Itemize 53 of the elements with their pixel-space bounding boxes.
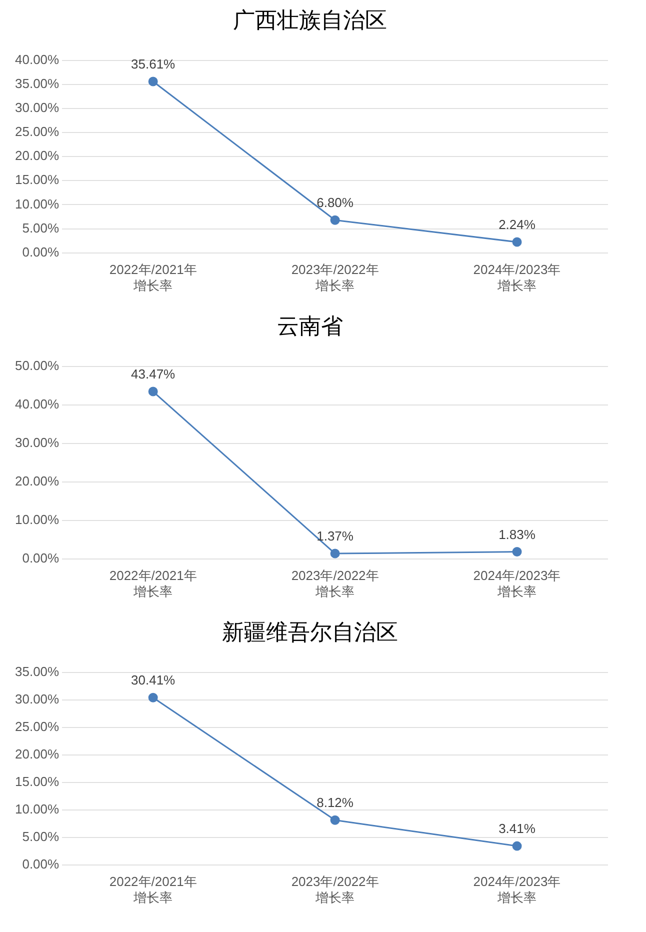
y-tick-label: 10.00% <box>14 196 60 212</box>
y-tick-label: 25.00% <box>14 718 60 734</box>
x-tick-label: 2024年/2023年增长率 <box>473 568 561 599</box>
x-tick-label: 2023年/2022年增长率 <box>291 874 379 905</box>
y-tick-label: 20.00% <box>14 473 60 488</box>
x-tick-label: 2024年/2023年增长率 <box>473 262 561 293</box>
data-label: 6.80% <box>316 195 354 210</box>
data-label: 1.83% <box>498 526 536 542</box>
x-tick-label: 2022年/2021年增长率 <box>109 262 197 293</box>
y-tick-label: 0.00% <box>22 550 60 566</box>
point <box>330 548 340 558</box>
y-tick-label: 25.00% <box>14 124 60 140</box>
data-label: 3.41% <box>498 821 536 836</box>
point <box>148 692 158 702</box>
y-tick-label: 0.00% <box>22 856 60 872</box>
y-tick-label: 0.00% <box>22 244 60 260</box>
point <box>512 841 522 851</box>
y-tick-label: 15.00% <box>14 172 60 188</box>
chart-title: 广西壮族自治区 <box>233 7 387 32</box>
chart-title: 新疆维吾尔自治区 <box>222 619 398 644</box>
y-tick-label: 5.00% <box>22 220 60 236</box>
point <box>148 386 158 396</box>
point <box>512 547 522 557</box>
chart-title: 云南省 <box>277 313 343 338</box>
data-label: 35.61% <box>131 56 176 72</box>
point <box>512 237 522 247</box>
point <box>330 815 340 825</box>
data-label: 2.24% <box>498 217 536 232</box>
y-tick-label: 30.00% <box>14 434 60 450</box>
y-tick-label: 10.00% <box>14 801 60 816</box>
data-label: 43.47% <box>131 366 176 382</box>
data-label: 8.12% <box>316 795 354 810</box>
point <box>330 215 340 225</box>
x-tick-label: 2022年/2021年增长率 <box>109 874 197 905</box>
x-tick-label: 2022年/2021年增长率 <box>109 568 197 599</box>
y-tick-label: 20.00% <box>14 148 60 164</box>
y-tick-label: 40.00% <box>14 396 60 412</box>
y-tick-label: 35.00% <box>14 76 60 92</box>
y-tick-label: 20.00% <box>14 746 60 762</box>
x-tick-label: 2023年/2022年增长率 <box>291 262 379 293</box>
y-tick-label: 40.00% <box>14 52 60 67</box>
data-label: 30.41% <box>131 672 176 688</box>
y-tick-label: 30.00% <box>14 691 60 706</box>
y-tick-label: 15.00% <box>14 774 60 789</box>
x-tick-label: 2023年/2022年增长率 <box>291 568 379 599</box>
y-tick-label: 35.00% <box>14 664 60 679</box>
y-tick-label: 30.00% <box>14 100 60 116</box>
x-tick-label: 2024年/2023年增长率 <box>473 874 561 905</box>
data-label: 1.37% <box>316 528 354 544</box>
y-tick-label: 10.00% <box>14 512 60 527</box>
y-tick-label: 50.00% <box>14 358 60 373</box>
y-tick-label: 5.00% <box>22 828 60 844</box>
point <box>148 76 158 86</box>
